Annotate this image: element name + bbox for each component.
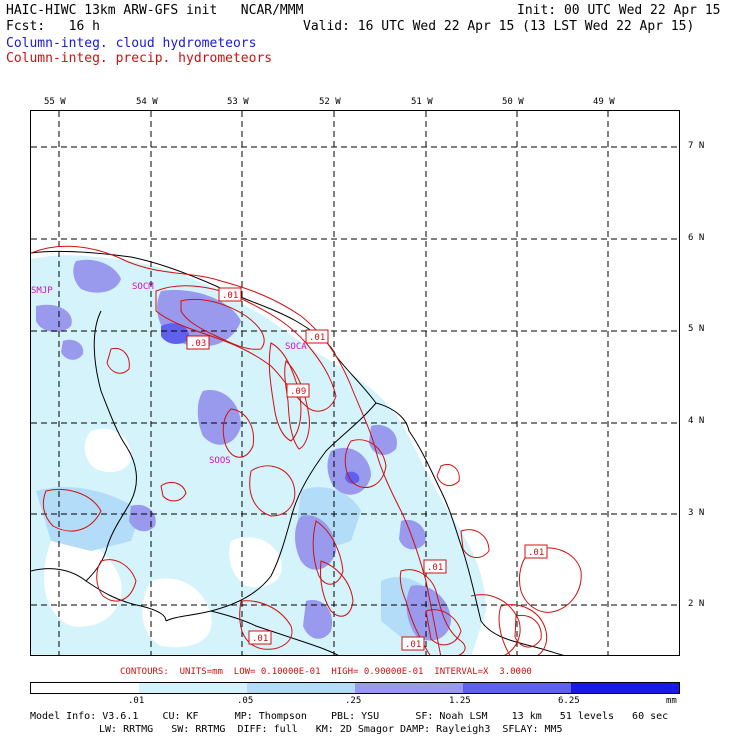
map-panel: SMJP SOCM SOCA SOOS .01 .01 .03 .09 .01 … bbox=[30, 110, 680, 656]
precip-contours bbox=[31, 245, 582, 655]
lon-label: 53 W bbox=[227, 97, 249, 107]
contour-label: .09 bbox=[290, 387, 306, 397]
contour-label: .03 bbox=[190, 339, 206, 349]
station-label: SOOS bbox=[209, 456, 231, 466]
color-bar bbox=[30, 682, 680, 694]
station-label: SOCM bbox=[132, 282, 154, 292]
valid-time: Valid: 16 UTC Wed 22 Apr 15 (13 LST Wed … bbox=[303, 19, 695, 34]
color-bin bbox=[139, 683, 247, 693]
contour-label: .01 bbox=[222, 291, 238, 301]
color-bin bbox=[31, 683, 139, 693]
model-info-line2: LW: RRTMG SW: RRTMG DIFF: full KM: 2D Sm… bbox=[99, 724, 563, 735]
lat-label: 6 N bbox=[688, 233, 705, 243]
lon-label: 55 W bbox=[44, 97, 66, 107]
colorbar-tick: .05 bbox=[237, 696, 254, 706]
lat-label: 5 N bbox=[688, 324, 705, 334]
lon-label: 50 W bbox=[502, 97, 524, 107]
contour-label: .01 bbox=[405, 640, 421, 650]
graticule bbox=[31, 111, 679, 655]
model-info-line1: Model Info: V3.6.1 CU: KF MP: Thompson P… bbox=[30, 711, 669, 722]
cloud-field-label: Column-integ. cloud hydrometeors bbox=[6, 36, 257, 51]
station-label: SMJP bbox=[31, 286, 53, 296]
color-bin bbox=[571, 683, 679, 693]
contour-label: .01 bbox=[427, 563, 443, 573]
color-bin bbox=[463, 683, 571, 693]
lon-label: 52 W bbox=[319, 97, 341, 107]
colorbar-units: mm bbox=[666, 696, 677, 706]
lon-label: 54 W bbox=[136, 97, 158, 107]
lat-label: 2 N bbox=[688, 599, 705, 609]
color-bin bbox=[355, 683, 463, 693]
colorbar-tick: 6.25 bbox=[558, 696, 580, 706]
plot-title: HAIC-HIWC 13km ARW-GFS init NCAR/MMM bbox=[6, 3, 304, 18]
contour-legend: CONTOURS: UNITS=mm LOW= 0.10000E-01 HIGH… bbox=[120, 667, 532, 677]
contour-label: .01 bbox=[252, 634, 268, 644]
coastline bbox=[31, 250, 564, 655]
color-bin bbox=[247, 683, 355, 693]
lon-label: 49 W bbox=[593, 97, 615, 107]
forecast-hour: Fcst: 16 h bbox=[6, 19, 100, 34]
cloud-shading-core bbox=[161, 323, 360, 484]
map-svg: SMJP SOCM SOCA SOOS .01 .01 .03 .09 .01 … bbox=[31, 111, 679, 655]
contour-label: .01 bbox=[309, 333, 325, 343]
station-label: SOCA bbox=[285, 342, 307, 352]
station-markers: SMJP SOCM SOCA SOOS bbox=[31, 282, 307, 466]
lat-label: 3 N bbox=[688, 508, 705, 518]
contour-label-group: .01 .01 .03 .09 .01 .01 .01 .01 bbox=[186, 287, 548, 651]
cloud-shading-high bbox=[36, 259, 451, 641]
lat-label: 4 N bbox=[688, 416, 705, 426]
precip-field-label: Column-integ. precip. hydrometeors bbox=[6, 51, 273, 66]
colorbar-tick: .01 bbox=[128, 696, 145, 706]
colorbar-tick: .25 bbox=[345, 696, 362, 706]
contour-label: .01 bbox=[528, 548, 544, 558]
lat-label: 7 N bbox=[688, 141, 705, 151]
init-time: Init: 00 UTC Wed 22 Apr 15 bbox=[517, 3, 721, 18]
lon-label: 51 W bbox=[411, 97, 433, 107]
colorbar-tick: 1.25 bbox=[449, 696, 471, 706]
